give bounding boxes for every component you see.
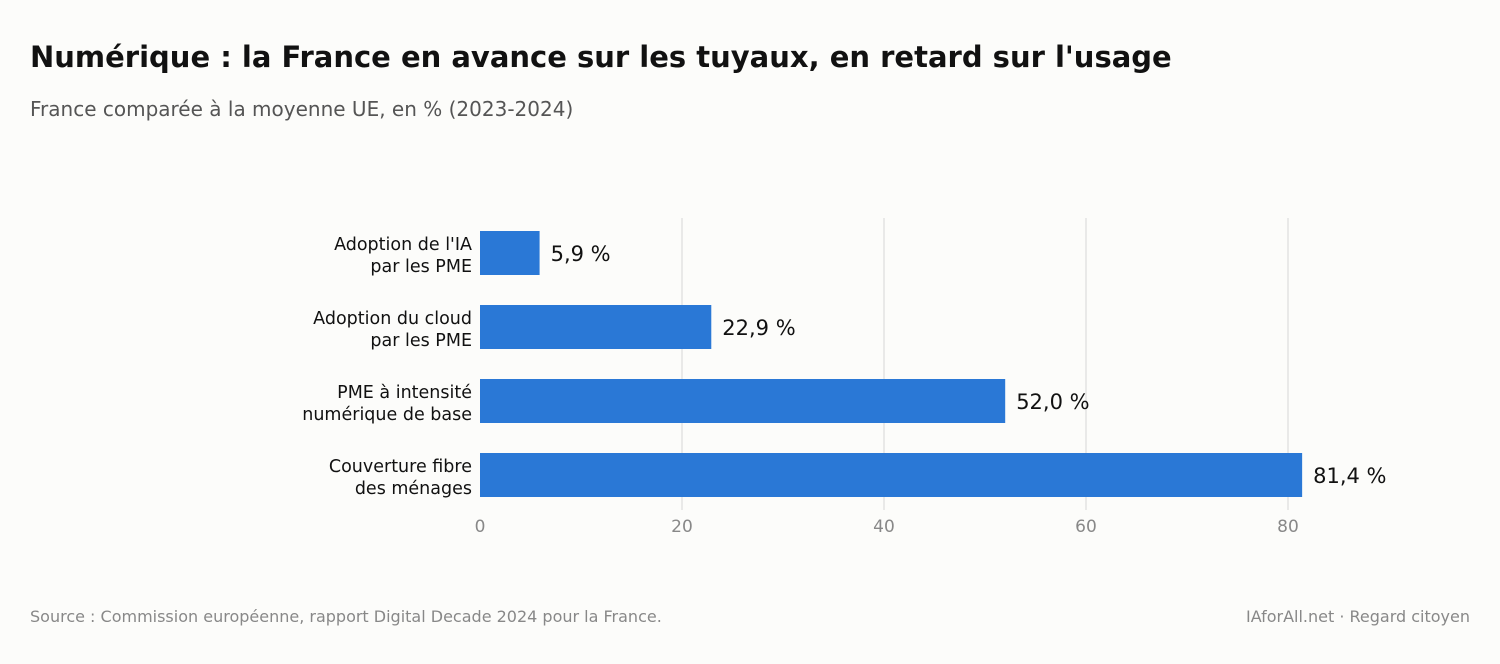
bar [480,231,540,275]
source-note: Source : Commission européenne, rapport … [30,607,662,626]
category-label: Couverture fibre des ménages [329,457,472,499]
category-label: PME à intensité numérique de base [302,383,472,425]
credit-note: IAforAll.net · Regard citoyen [1245,607,1470,626]
category-label-line: par les PME [370,257,472,277]
category-label-line: par les PME [370,331,472,351]
x-tick-label: 60 [1075,517,1097,537]
x-tick-label: 20 [671,517,693,537]
chart-subtitle: France comparée à la moyenne UE, en % (2… [30,97,574,121]
value-label: 5,9 % [551,242,611,266]
category-label-line: des ménages [355,479,472,499]
category-label-line: Adoption de l'IA [334,235,472,255]
category-label-line: Adoption du cloud [313,309,472,329]
bars-layer [480,231,1303,497]
bar [480,305,712,349]
category-label-line: numérique de base [302,405,472,425]
bar [480,379,1006,423]
x-tick-label: 0 [475,517,486,537]
value-label: 52,0 % [1016,390,1089,414]
chart-title: Numérique : la France en avance sur les … [30,40,1172,74]
category-label-line: PME à intensité [337,383,472,403]
category-label-line: Couverture fibre [329,457,472,477]
category-label: Adoption de l'IA par les PME [334,235,472,277]
labels-layer: 0 20 40 60 805,9 %Adoption de l'IA par les PM… [302,235,1386,537]
x-tick-label: 80 [1277,517,1299,537]
value-label: 22,9 % [722,316,795,340]
x-tick-label: 40 [873,517,895,537]
category-label: Adoption du cloud par les PME [313,309,472,351]
value-label: 81,4 % [1313,464,1386,488]
bar [480,453,1303,497]
